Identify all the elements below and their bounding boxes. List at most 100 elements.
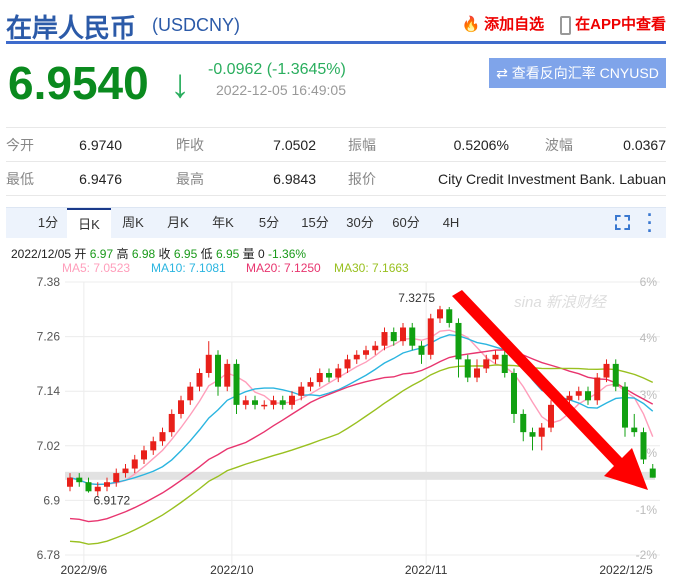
candle-body bbox=[252, 400, 258, 405]
candle-body bbox=[353, 354, 360, 360]
x-tick-label: 2022/10 bbox=[210, 563, 254, 577]
candle-body bbox=[159, 432, 166, 442]
quote-info-table: 今开 6.9740 昨收 7.0502 振幅 0.5206% 波幅 0.0367… bbox=[6, 127, 666, 196]
close-label: 收 bbox=[158, 247, 171, 261]
tab-daily[interactable]: 日K bbox=[67, 208, 111, 240]
candle-body bbox=[224, 363, 231, 387]
info-label: 波幅 bbox=[544, 127, 593, 162]
info-label: 昨收 bbox=[156, 127, 236, 162]
candle-body bbox=[474, 368, 480, 378]
tab-monthly[interactable]: 月K bbox=[167, 215, 189, 230]
candle-body bbox=[307, 382, 314, 387]
info-label: 今开 bbox=[6, 127, 76, 162]
add-watchlist-button[interactable]: 🔥 添加自选 bbox=[461, 13, 544, 34]
ma30-legend: MA30: 7.1663 bbox=[334, 261, 409, 275]
current-price: 6.9540 bbox=[8, 57, 149, 109]
candle-body bbox=[289, 395, 295, 405]
candle-body bbox=[67, 477, 73, 487]
view-in-app-button[interactable]: 在APP中查看 bbox=[560, 13, 666, 35]
candle-body bbox=[501, 354, 508, 373]
candle-body bbox=[649, 468, 656, 478]
candle-body bbox=[122, 468, 129, 474]
info-value: 6.9476 bbox=[76, 161, 156, 196]
open-value: 6.97 bbox=[89, 247, 114, 261]
page-title: 在岸人民币 bbox=[6, 13, 137, 43]
candle-body bbox=[418, 345, 425, 355]
y-tick-label: 7.14 bbox=[37, 384, 61, 398]
candle-body bbox=[511, 373, 517, 414]
info-label: 最低 bbox=[6, 161, 76, 196]
watermark: sina 新浪财经 bbox=[514, 294, 608, 311]
ma10-legend: MA10: 7.1081 bbox=[151, 261, 226, 275]
candle-body bbox=[483, 359, 490, 369]
swap-icon: ⇄ bbox=[496, 65, 512, 81]
tab-60min[interactable]: 60分 bbox=[392, 215, 420, 230]
tab-4h[interactable]: 4H bbox=[442, 215, 460, 230]
candle-body bbox=[298, 386, 305, 396]
candle-body bbox=[427, 318, 434, 355]
candle-body bbox=[381, 332, 388, 346]
candle-body bbox=[612, 363, 619, 387]
high-label: 高 bbox=[116, 247, 129, 261]
candle-body bbox=[400, 327, 406, 342]
candle-body bbox=[492, 354, 499, 360]
candle-body bbox=[261, 404, 268, 407]
x-tick-label: 2022/9/6 bbox=[61, 563, 108, 577]
candle-body bbox=[168, 413, 175, 433]
candle-body bbox=[446, 309, 453, 323]
candle-body bbox=[538, 427, 545, 437]
period-tabs: 1分 日K 周K 月K 年K 5分 15分 30分 60分 4H · · · bbox=[6, 205, 666, 241]
info-value: City Credit Investment Bank. Labuan bbox=[388, 161, 666, 196]
quote-time: 2022-12-05 16:49:05 bbox=[216, 82, 346, 98]
tab-weekly[interactable]: 周K bbox=[122, 215, 144, 230]
candle-body bbox=[131, 459, 138, 469]
candle-body bbox=[566, 395, 573, 401]
candle-body bbox=[76, 477, 83, 483]
candle-body bbox=[233, 363, 240, 405]
candle-body bbox=[520, 413, 527, 433]
tab-1min[interactable]: 1分 bbox=[37, 215, 59, 230]
candle-body bbox=[585, 391, 591, 401]
candle-body bbox=[242, 400, 249, 405]
fullscreen-icon[interactable] bbox=[615, 215, 630, 230]
candle-body bbox=[279, 400, 286, 405]
x-tick-label: 2022/11 bbox=[405, 563, 448, 577]
tab-30min[interactable]: 30分 bbox=[346, 215, 374, 230]
ma20-legend: MA20: 7.1250 bbox=[246, 261, 321, 275]
candle-body bbox=[178, 400, 184, 414]
candle-body bbox=[150, 441, 157, 451]
price-change: -0.0962 (-1.3645%) bbox=[208, 61, 346, 78]
volume-value: 0 bbox=[258, 247, 265, 261]
info-value: 6.9843 bbox=[236, 161, 316, 196]
low-label: 低 bbox=[200, 247, 213, 261]
max-price-label: 7.3275 bbox=[398, 291, 435, 305]
info-value: 0.5206% bbox=[388, 127, 545, 162]
info-value: 0.0367 bbox=[592, 127, 666, 162]
pct-change: -1.36% bbox=[268, 247, 307, 261]
candle-body bbox=[326, 373, 332, 378]
reverse-rate-button[interactable]: ⇄ 查看反向汇率 CNYUSD bbox=[489, 58, 666, 88]
pct-tick-label: 6% bbox=[640, 275, 658, 289]
high-value: 6.98 bbox=[131, 247, 156, 261]
reverse-rate-label: 查看反向汇率 CNYUSD bbox=[511, 65, 659, 81]
candle-body bbox=[640, 432, 647, 460]
ohlc-readout: 2022/12/05 开 6.97 高 6.98 收 6.95 低 6.95 量… bbox=[11, 245, 306, 262]
y-tick-label: 6.9 bbox=[43, 493, 60, 507]
add-watchlist-label: 添加自选 bbox=[484, 16, 545, 34]
candle-body bbox=[372, 345, 379, 351]
more-options-icon[interactable]: · · · bbox=[647, 205, 653, 241]
tab-15min[interactable]: 15分 bbox=[301, 215, 329, 230]
tab-yearly[interactable]: 年K bbox=[212, 215, 234, 230]
candle-body bbox=[205, 354, 212, 373]
tab-5min[interactable]: 5分 bbox=[258, 215, 280, 230]
y-tick-label: 7.26 bbox=[37, 330, 61, 344]
candle-body bbox=[603, 363, 610, 378]
candle-body bbox=[113, 473, 120, 483]
ma30-line bbox=[69, 364, 654, 545]
candle-body bbox=[270, 400, 277, 405]
low-value: 6.95 bbox=[215, 247, 240, 261]
candle-body bbox=[390, 332, 397, 342]
info-row: 今开 6.9740 昨收 7.0502 振幅 0.5206% 波幅 0.0367 bbox=[6, 127, 666, 162]
candle-body bbox=[104, 482, 110, 487]
